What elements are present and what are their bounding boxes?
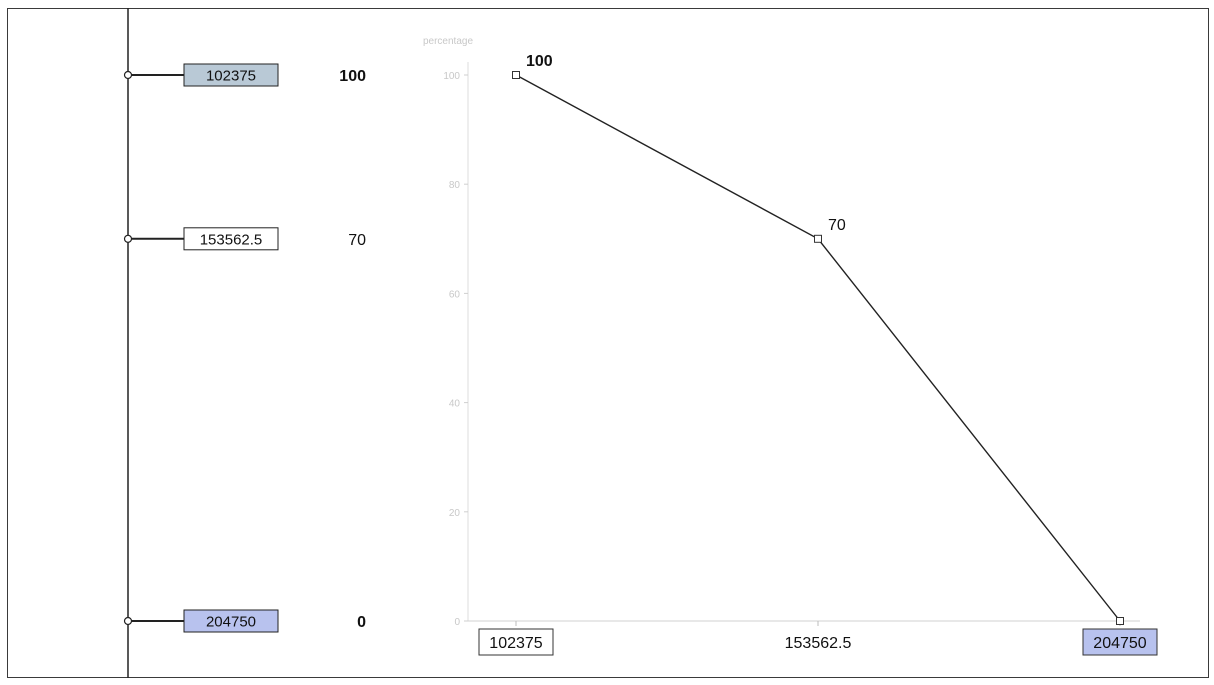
data-point[interactable] [512, 71, 520, 79]
scale-value-box[interactable] [183, 227, 279, 251]
data-label: 100 [526, 53, 553, 70]
scale-value-box[interactable] [183, 63, 279, 87]
scale-threshold-label: 153562.5 [200, 231, 263, 248]
data-label: 70 [828, 217, 846, 234]
y-tick-label: 40 [449, 399, 461, 410]
y-axis-label: percentage [423, 36, 473, 47]
x-tick-box [478, 628, 554, 656]
scale-handle[interactable] [123, 234, 133, 243]
scale-handle[interactable] [123, 616, 133, 626]
scale-percentage-label: 0 [357, 614, 366, 631]
data-point[interactable] [814, 234, 822, 243]
scale-value-box[interactable] [183, 609, 279, 633]
y-tick-label: 80 [449, 180, 461, 191]
data-point[interactable] [1116, 617, 1124, 625]
y-tick-label: 0 [454, 617, 460, 628]
scale-handle[interactable] [123, 70, 133, 80]
scale-percentage-label: 100 [339, 68, 366, 85]
series-line [515, 74, 1121, 622]
y-tick-label: 100 [443, 71, 460, 82]
y-tick-label: 20 [449, 508, 461, 519]
x-tick-label: 102375 [489, 635, 542, 652]
scale-threshold-label: 204750 [206, 614, 256, 631]
x-tick-box [1082, 628, 1158, 656]
scale-threshold-label: 102375 [206, 68, 256, 85]
x-tick-label: 153562.5 [785, 635, 852, 652]
scale-percentage-label: 70 [348, 232, 366, 249]
y-tick-label: 60 [449, 289, 461, 300]
chart-frame [7, 8, 1209, 678]
x-tick-label: 204750 [1093, 635, 1146, 652]
